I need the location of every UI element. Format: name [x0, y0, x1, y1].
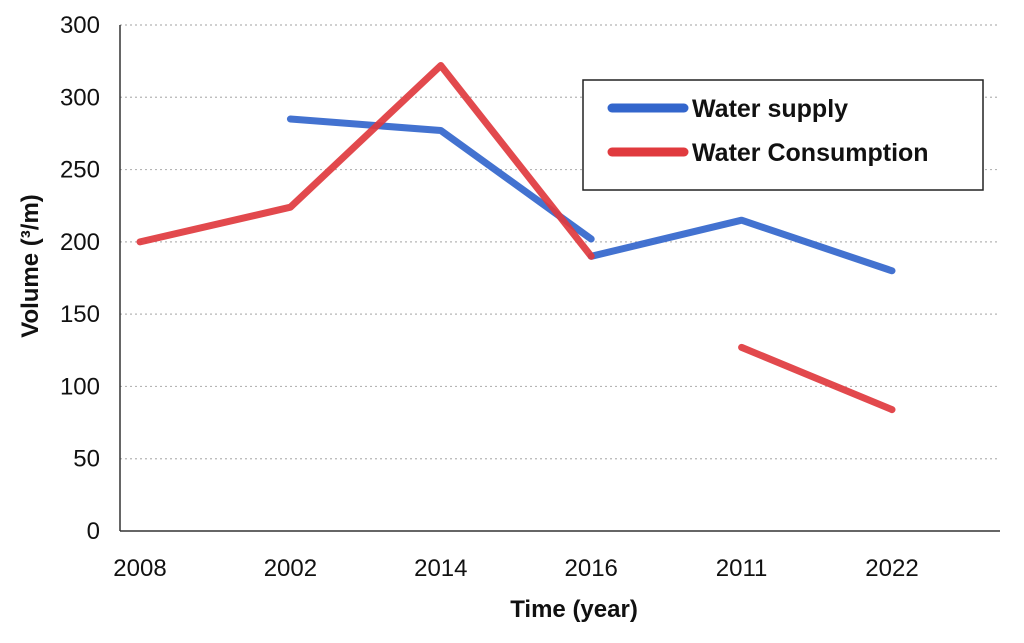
x-tick-label: 2014 [414, 555, 467, 582]
gridlines [120, 24, 1000, 460]
legend: Water supply Water Consumption [582, 79, 984, 191]
y-tick-label: 0 [87, 518, 100, 545]
x-axis-title: Time (year) [510, 596, 638, 623]
x-tick-label: 2011 [716, 555, 768, 582]
y-axis-title: Volume (³/m) [17, 194, 44, 338]
y-tick-label: 100 [60, 373, 100, 400]
y-tick-label: 300 [60, 12, 100, 39]
y-tick-label: 50 [73, 446, 100, 473]
series-line-water-consumption [738, 343, 896, 414]
y-tick-label: 200 [60, 229, 100, 256]
x-tick-label: 2008 [113, 555, 166, 582]
series-line-water-supply [286, 115, 595, 243]
legend-label-water-consumption: Water Consumption [692, 139, 929, 167]
series-line-water-consumption [136, 62, 595, 260]
legend-label-water-supply: Water supply [692, 95, 848, 123]
x-tick-label: 2002 [264, 555, 317, 582]
y-tick-label: 150 [60, 301, 100, 328]
y-tick-labels: 0 50 100 150 200 250 300 300 [60, 12, 100, 545]
x-tick-labels: 2008 2002 2014 2016 2011 2022 [113, 555, 918, 582]
legend-box [582, 79, 984, 191]
x-tick-label: 2016 [565, 555, 618, 582]
x-tick-label: 2022 [865, 555, 918, 582]
y-tick-label: 300 [60, 84, 100, 111]
series-lines [136, 62, 896, 414]
series-line-water-supply [587, 216, 896, 275]
y-tick-label: 250 [60, 157, 100, 184]
